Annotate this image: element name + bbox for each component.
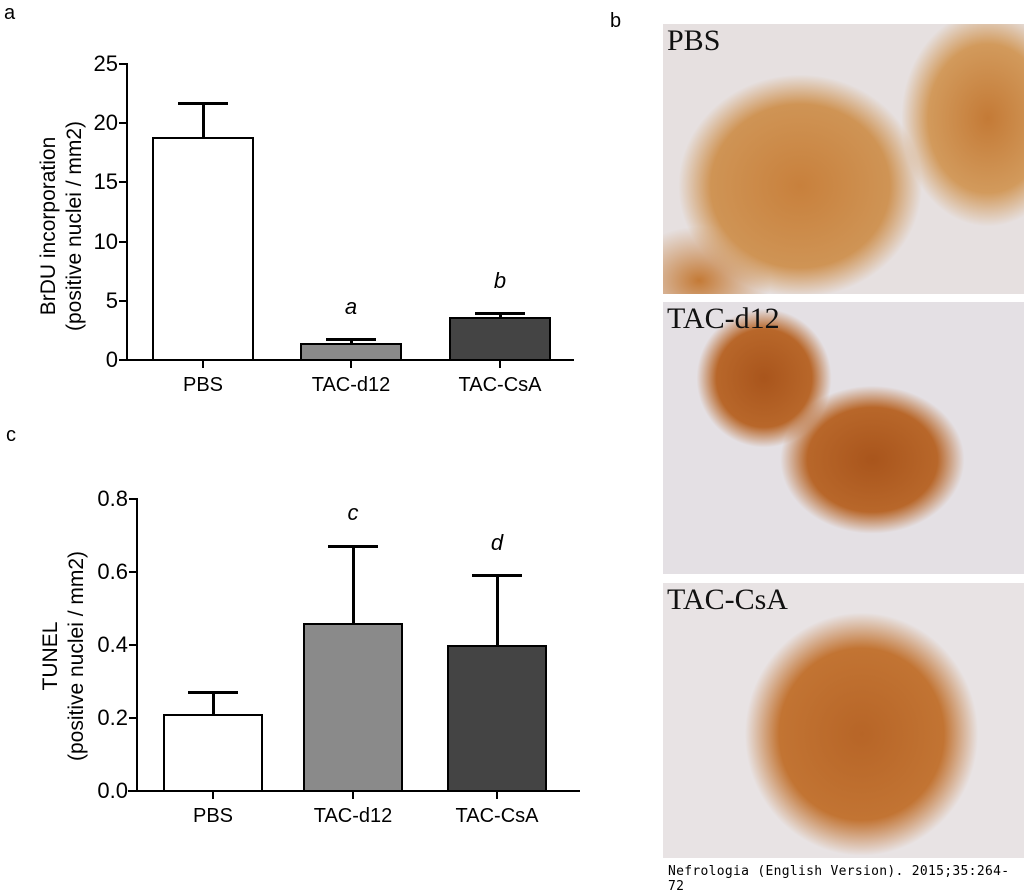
x-category-label: PBS <box>192 805 234 827</box>
y-tick-label: 20 <box>93 110 118 136</box>
bar-tac-csa <box>449 317 551 361</box>
y-tick-label: 10 <box>93 228 118 254</box>
x-category-label: TAC-d12 <box>311 374 391 396</box>
significance-label: b <box>493 267 507 293</box>
y-tick <box>119 359 127 361</box>
error-bar-cap <box>475 312 525 316</box>
x-tick <box>212 792 214 799</box>
bar-pbs <box>163 714 263 792</box>
error-bar <box>211 692 215 715</box>
panel-letter-c: c <box>6 424 16 446</box>
citation: Nefrologia (English Version). 2015;35:26… <box>668 864 1010 894</box>
y-tick <box>129 498 137 500</box>
bar-tac-csa <box>447 645 547 792</box>
micrograph-label: TAC-CsA <box>667 583 788 616</box>
y-tick-label: 5 <box>105 287 118 313</box>
y-tick-label: 0.2 <box>97 705 128 730</box>
y-tick-label: 0.0 <box>97 778 128 803</box>
panel-letter-a: a <box>4 2 16 24</box>
micrograph-label: PBS <box>667 24 721 57</box>
y-tick-label: 0 <box>105 347 118 372</box>
x-category-label: TAC-d12 <box>313 805 393 827</box>
y-tick <box>129 717 137 719</box>
y-tick-label: 25 <box>93 51 118 76</box>
y-tick <box>119 122 127 125</box>
error-bar-cap <box>328 544 378 548</box>
x-category-label: TAC-CsA <box>455 805 539 827</box>
micrograph-tac-d12: TAC-d12 <box>663 302 1024 574</box>
y-tick <box>129 571 137 573</box>
bar-pbs <box>152 137 254 361</box>
x-category-label: PBS <box>182 374 224 396</box>
error-bar <box>349 339 353 344</box>
x-tick <box>350 361 352 368</box>
error-bar-cap <box>472 574 522 578</box>
y-tick <box>119 63 127 65</box>
y-tick-label: 0.6 <box>97 559 128 584</box>
y-tick-label: 0.4 <box>97 632 128 657</box>
error-bar-cap <box>188 690 238 694</box>
y-tick <box>119 240 127 243</box>
tunel-bar-chart: TUNEL (positive nuclei / mm2) 0.0 0.2 0.4 0… <box>0 420 600 840</box>
x-category-label: TAC-CsA <box>458 374 542 396</box>
error-bar <box>498 313 502 318</box>
significance-label: a <box>344 293 358 319</box>
significance-label: d <box>490 529 504 555</box>
y-tick <box>129 644 137 646</box>
panel-letter-b: b <box>610 10 622 32</box>
brdu-bar-chart: BrDU incorporation (positive nuclei / mm… <box>0 0 600 410</box>
x-tick <box>202 361 204 368</box>
y-tick-label: 0.8 <box>97 486 128 511</box>
x-tick <box>352 792 354 799</box>
significance-label: c <box>347 500 359 526</box>
y-tick <box>129 790 137 792</box>
bar-tac-d12 <box>300 343 402 361</box>
error-bar <box>351 546 355 624</box>
error-bar <box>201 103 205 138</box>
y-axis <box>126 63 128 361</box>
y-axis-label-line1: TUNEL <box>39 621 62 691</box>
error-bar-cap <box>178 101 228 105</box>
error-bar <box>495 575 499 645</box>
bar-tac-d12 <box>303 623 403 792</box>
y-tick <box>119 181 127 184</box>
y-tick-label: 15 <box>93 169 118 195</box>
micrograph-pbs: PBS <box>663 24 1024 294</box>
y-tick <box>119 299 127 302</box>
y-axis <box>136 498 138 792</box>
micrograph-tac-csa: TAC-CsA <box>663 583 1024 858</box>
x-tick <box>496 792 498 799</box>
x-tick <box>499 361 501 368</box>
error-bar-cap <box>326 338 376 342</box>
micrograph-label: TAC-d12 <box>667 302 780 335</box>
